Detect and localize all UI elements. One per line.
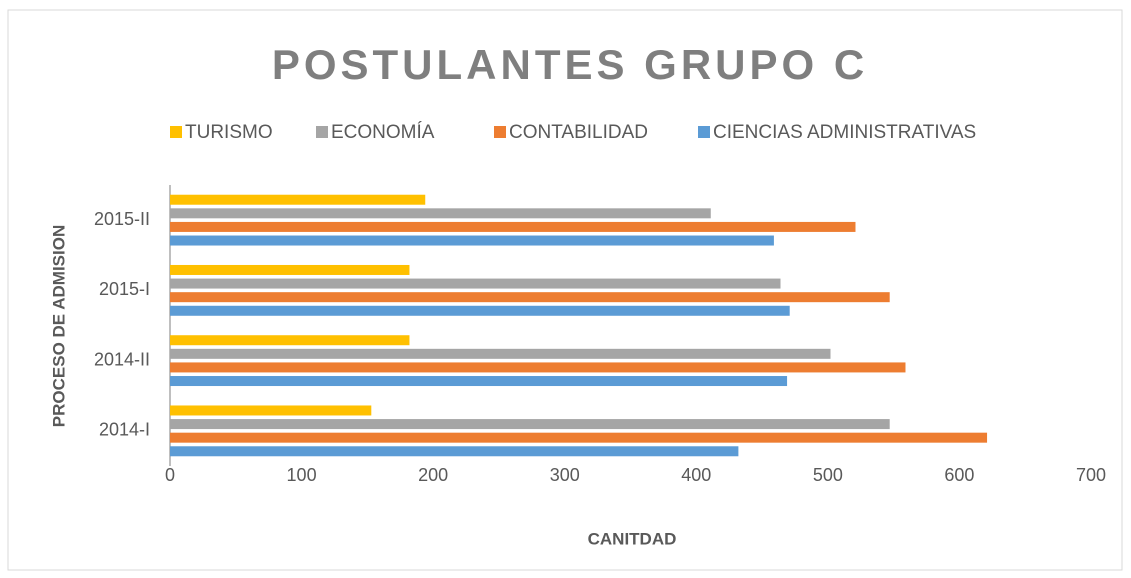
x-axis-label: CANITDAD xyxy=(588,529,677,548)
bar xyxy=(170,278,781,289)
legend-label: CIENCIAS ADMINISTRATIVAS xyxy=(713,122,976,143)
legend-swatch xyxy=(494,126,506,138)
y-tick-label: 2015-II xyxy=(94,209,150,229)
bar xyxy=(170,432,988,443)
chart-border xyxy=(7,9,1123,571)
bar xyxy=(170,292,890,303)
bar xyxy=(170,208,711,219)
x-tick-label: 700 xyxy=(1076,465,1106,485)
bar xyxy=(170,362,906,373)
x-tick-label: 0 xyxy=(165,465,175,485)
chart-title: POSTULANTES GRUPO C xyxy=(272,41,868,88)
legend-label: CONTABILIDAD xyxy=(509,122,648,143)
y-axis-label: PROCESO DE ADMISION xyxy=(49,225,68,427)
x-tick-label: 200 xyxy=(418,465,448,485)
bar xyxy=(170,221,856,232)
bar xyxy=(170,235,774,246)
x-tick-label: 600 xyxy=(944,465,974,485)
bar xyxy=(170,376,788,387)
legend-swatch xyxy=(170,126,182,138)
bar xyxy=(170,305,790,316)
x-tick-label: 300 xyxy=(550,465,580,485)
bar xyxy=(170,335,410,346)
bar xyxy=(170,419,890,430)
y-tick-label: 2014-II xyxy=(94,349,150,369)
x-tick-label: 500 xyxy=(813,465,843,485)
legend-label: TURISMO xyxy=(185,122,273,143)
bar xyxy=(170,194,426,205)
y-tick-label: 2015-I xyxy=(99,279,150,299)
bar xyxy=(170,446,739,457)
legend-swatch xyxy=(698,126,710,138)
x-tick-label: 400 xyxy=(681,465,711,485)
x-tick-label: 100 xyxy=(287,465,317,485)
y-tick-label: 2014-I xyxy=(99,420,150,440)
bar xyxy=(170,264,410,275)
bar xyxy=(170,348,831,359)
bar xyxy=(170,405,372,416)
legend-swatch xyxy=(316,126,328,138)
legend-label: ECONOMÍA xyxy=(331,122,435,143)
